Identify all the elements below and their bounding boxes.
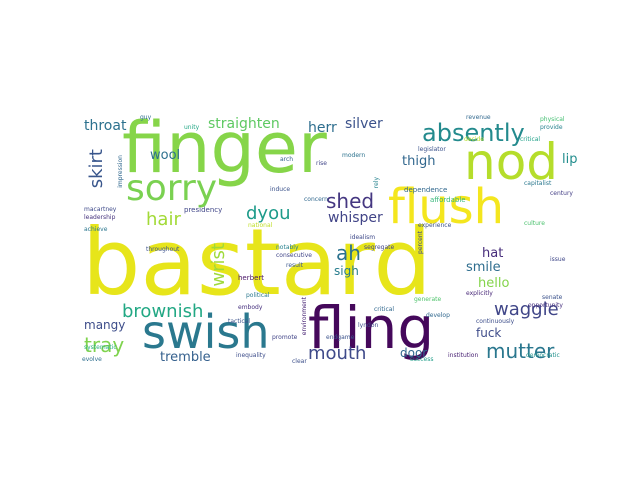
- word: dependence: [404, 186, 448, 194]
- word: wrist: [208, 243, 229, 287]
- word: issue: [550, 256, 566, 263]
- word: revenue: [466, 114, 491, 121]
- word: herr: [308, 120, 337, 136]
- word: mangy: [84, 318, 126, 332]
- word: embody: [238, 304, 263, 311]
- word: affordable: [430, 196, 466, 204]
- word: opportunity: [528, 302, 563, 309]
- word: political: [246, 292, 270, 299]
- word: evolve: [82, 356, 102, 363]
- word: clear: [292, 358, 307, 365]
- word: modern: [342, 152, 366, 159]
- word: capitalist: [524, 180, 552, 187]
- word: tray: [84, 333, 125, 357]
- word: skirt: [86, 149, 107, 189]
- word: systematic: [84, 344, 117, 351]
- word: tremble: [160, 350, 211, 365]
- word: national: [248, 222, 273, 229]
- word: inequality: [236, 352, 266, 359]
- word: hair: [146, 209, 181, 230]
- word: door: [400, 346, 428, 360]
- word: consecutive: [276, 252, 312, 259]
- word: result: [286, 262, 303, 269]
- word: decide: [464, 136, 484, 143]
- word: silver: [345, 116, 383, 132]
- word: leadership: [84, 214, 116, 221]
- word: notably: [276, 244, 299, 251]
- word: unity: [184, 124, 200, 131]
- word: critical: [520, 136, 541, 143]
- word: rely: [373, 177, 380, 189]
- word-cloud: bastard finger fling swish flush nod sor…: [80, 107, 580, 373]
- word: rise: [316, 160, 327, 167]
- word: swish: [142, 305, 270, 359]
- word: lyndon: [358, 322, 379, 329]
- word: waggle: [494, 299, 559, 320]
- word: endgame: [326, 334, 355, 341]
- word: throat: [84, 118, 127, 134]
- word: continuously: [476, 318, 515, 325]
- word: mouth: [308, 343, 367, 364]
- word: dyou: [246, 203, 291, 224]
- word: mutter: [486, 339, 555, 363]
- word: sigh: [334, 264, 359, 278]
- word: hello: [478, 276, 510, 291]
- word: develop: [426, 312, 450, 319]
- word: macartney: [84, 206, 117, 213]
- word: smile: [466, 260, 501, 275]
- word: senate: [542, 294, 563, 301]
- word: finger: [122, 107, 327, 189]
- word: environment: [301, 297, 308, 336]
- word: ah: [336, 241, 361, 265]
- word: brownish: [122, 301, 204, 322]
- word: explicitly: [466, 290, 493, 297]
- word: absently: [422, 119, 525, 147]
- word: presidency: [184, 206, 223, 214]
- word: culture: [524, 220, 545, 227]
- word: arch: [280, 156, 294, 163]
- word: hat: [482, 246, 504, 261]
- word: bastard: [82, 209, 432, 316]
- word: straighten: [208, 116, 280, 132]
- word: thigh: [402, 154, 436, 169]
- word: wool: [150, 148, 181, 163]
- word: lip: [562, 152, 578, 167]
- word: induce: [270, 186, 291, 193]
- word: institution: [448, 352, 479, 359]
- word: throughout: [146, 246, 180, 253]
- word: promote: [272, 334, 298, 341]
- word: sorry: [126, 168, 218, 209]
- word: achieve: [84, 226, 108, 233]
- word: idealism: [350, 234, 376, 241]
- word: fling: [308, 294, 435, 362]
- word: whisper: [328, 210, 383, 226]
- word: democratic: [526, 352, 560, 359]
- word: guy: [140, 114, 152, 121]
- word: fuck: [476, 326, 502, 340]
- word: impression: [117, 155, 124, 188]
- word: flush: [388, 179, 505, 235]
- word: success: [410, 356, 434, 363]
- word: experience: [418, 222, 452, 229]
- word: nod: [464, 133, 559, 191]
- word: legislator: [418, 146, 446, 153]
- word: tactical: [228, 318, 250, 325]
- word: concern: [304, 196, 328, 203]
- word: percent: [417, 231, 424, 254]
- word: critical: [374, 306, 395, 313]
- word: generate: [414, 296, 442, 303]
- word: provide: [540, 124, 563, 131]
- word: shed: [326, 189, 375, 213]
- word: herbert: [238, 274, 264, 282]
- word: physical: [540, 116, 565, 123]
- word: century: [550, 190, 573, 197]
- word: segregate: [364, 244, 395, 251]
